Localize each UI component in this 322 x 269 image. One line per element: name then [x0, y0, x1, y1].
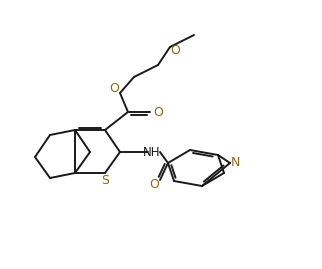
Text: O: O [109, 83, 119, 95]
Text: S: S [101, 174, 109, 186]
Text: NH: NH [143, 146, 161, 158]
Text: O: O [149, 179, 159, 192]
Text: O: O [170, 44, 180, 58]
Text: O: O [153, 105, 163, 119]
Text: N: N [230, 157, 240, 169]
